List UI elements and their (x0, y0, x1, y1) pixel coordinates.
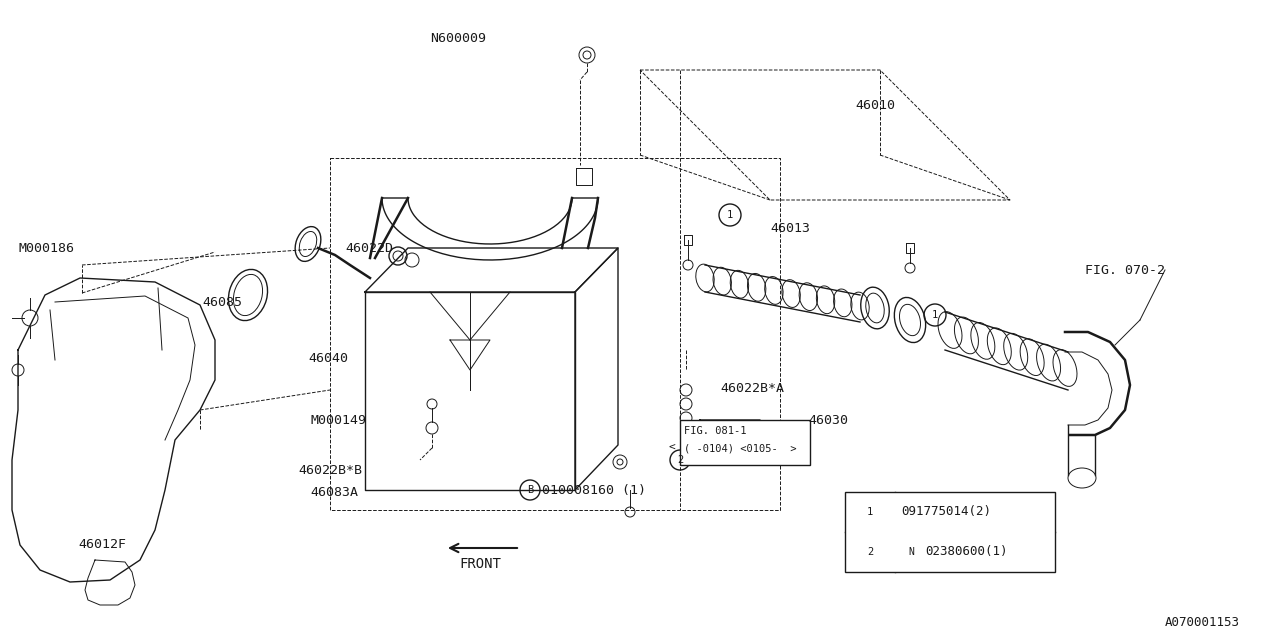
Text: 1: 1 (727, 210, 733, 220)
Text: 46013: 46013 (771, 221, 810, 234)
Text: 02380600(1): 02380600(1) (925, 545, 1007, 559)
Text: 46040: 46040 (308, 351, 348, 365)
Text: N: N (908, 547, 914, 557)
Text: 1: 1 (932, 310, 938, 320)
Text: B: B (527, 485, 534, 495)
Text: 2: 2 (677, 455, 684, 465)
Text: 091775014(2): 091775014(2) (901, 506, 991, 518)
Text: 2: 2 (867, 547, 873, 557)
Text: ( -0104) <0105-  >: ( -0104) <0105- > (684, 443, 796, 453)
Text: <: < (668, 443, 675, 453)
Text: 46022B*B: 46022B*B (298, 463, 362, 477)
Text: 010008160 (1): 010008160 (1) (541, 483, 646, 497)
Text: FIG. 081-1: FIG. 081-1 (684, 426, 746, 436)
Text: 46012F: 46012F (78, 538, 125, 552)
Text: FIG. 070-2: FIG. 070-2 (1085, 264, 1165, 276)
Text: 46083A: 46083A (310, 486, 358, 499)
Text: A070001153: A070001153 (1165, 616, 1240, 628)
Text: FRONT: FRONT (460, 557, 500, 571)
Text: 46010: 46010 (855, 99, 895, 111)
Bar (845, 492, 1055, 572)
Text: 46085: 46085 (202, 296, 242, 308)
Text: M000149: M000149 (310, 413, 366, 426)
Text: 46030: 46030 (808, 413, 849, 426)
Text: 46022B*A: 46022B*A (721, 381, 785, 394)
Text: 1: 1 (867, 507, 873, 517)
Text: 46022D: 46022D (346, 241, 393, 255)
Text: M000186: M000186 (18, 241, 74, 255)
Text: N600009: N600009 (430, 31, 486, 45)
Bar (680, 420, 810, 465)
